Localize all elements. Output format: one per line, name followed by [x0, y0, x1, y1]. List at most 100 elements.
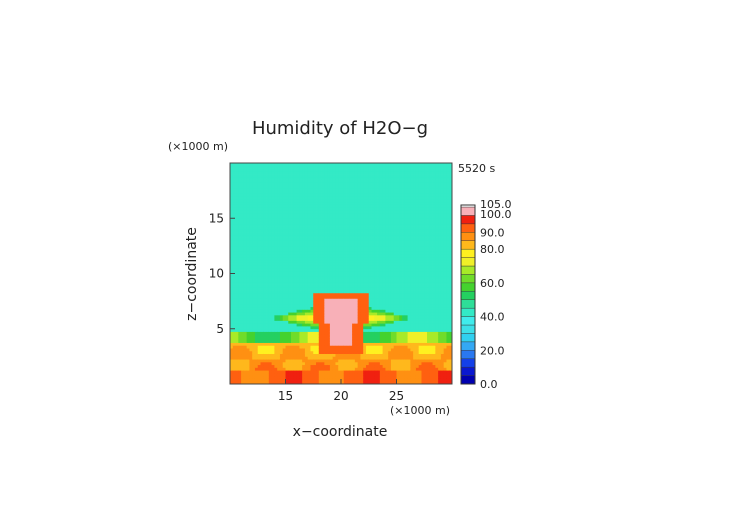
heatmap-cell: [241, 331, 245, 335]
heatmap-cell: [329, 174, 334, 178]
heatmap-cell: [296, 279, 300, 283]
heatmap-cell: [329, 182, 334, 186]
heatmap-cell: [402, 314, 406, 319]
heatmap-cell: [335, 306, 339, 310]
heatmap-cell: [277, 259, 281, 263]
heatmap-cell: [327, 306, 331, 310]
heatmap-cell: [352, 185, 356, 189]
heatmap-cell: [393, 328, 397, 332]
heatmap-cell: [360, 303, 364, 308]
heatmap-cell: [282, 215, 286, 219]
heatmap-cell: [374, 223, 378, 227]
heatmap-cell: [299, 298, 303, 302]
heatmap-cell: [252, 218, 256, 222]
heatmap-cell: [399, 367, 403, 371]
heatmap-cell: [274, 323, 278, 327]
heatmap-cell: [260, 209, 264, 214]
heatmap-cell: [288, 281, 292, 285]
heatmap-cell: [321, 303, 325, 308]
heatmap-cell: [313, 309, 317, 313]
heatmap-cell: [365, 171, 370, 175]
heatmap-cell: [268, 267, 273, 272]
heatmap-cell: [363, 171, 367, 175]
heatmap-cell: [402, 337, 406, 341]
heatmap-cell: [232, 215, 236, 219]
heatmap-cell: [274, 273, 278, 277]
heatmap-cell: [279, 290, 284, 294]
heatmap-cell: [346, 209, 350, 214]
heatmap-cell: [354, 234, 359, 238]
heatmap-cell: [313, 215, 317, 219]
heatmap-cell: [249, 204, 253, 208]
heatmap-cell: [232, 182, 236, 186]
heatmap-cell: [279, 207, 284, 211]
heatmap-cell: [341, 212, 345, 216]
heatmap-cell: [324, 201, 328, 205]
heatmap-cell: [393, 295, 397, 299]
heatmap-cell: [282, 245, 286, 250]
heatmap-cell: [235, 292, 239, 296]
heatmap-cell: [274, 251, 278, 255]
heatmap-cell: [296, 168, 300, 172]
heatmap-cell: [243, 163, 248, 167]
heatmap-cell: [235, 190, 239, 194]
heatmap-cell: [230, 215, 234, 219]
heatmap-cell: [241, 237, 245, 241]
heatmap-cell: [379, 337, 384, 341]
heatmap-cell: [338, 320, 342, 324]
heatmap-cell: [299, 303, 303, 308]
heatmap-cell: [285, 367, 289, 371]
heatmap-cell: [316, 240, 320, 244]
heatmap-cell: [402, 367, 406, 371]
heatmap-cell: [307, 309, 311, 313]
heatmap-cell: [382, 226, 386, 230]
heatmap-cell: [266, 265, 270, 269]
heatmap-cell: [360, 234, 364, 238]
heatmap-cell: [246, 298, 250, 302]
heatmap-cell: [365, 226, 370, 230]
heatmap-cell: [368, 218, 372, 222]
heatmap-cell: [288, 337, 292, 341]
heatmap-cell: [235, 256, 239, 261]
heatmap-cell: [332, 279, 336, 283]
heatmap-cell: [360, 223, 364, 227]
heatmap-cell: [379, 359, 384, 363]
heatmap-cell: [377, 290, 381, 294]
heatmap-cell: [327, 185, 331, 189]
heatmap-cell: [235, 298, 239, 302]
heatmap-cell: [260, 312, 264, 316]
heatmap-cell: [252, 262, 256, 266]
heatmap-cell: [271, 251, 275, 255]
heatmap-cell: [335, 290, 339, 294]
heatmap-cell: [382, 262, 386, 266]
heatmap-cell: [346, 359, 350, 363]
heatmap-cell: [307, 287, 311, 291]
heatmap-cell: [310, 372, 314, 377]
heatmap-cell: [282, 179, 286, 183]
heatmap-cell: [288, 209, 292, 214]
heatmap-cell: [329, 301, 334, 305]
heatmap-cell: [341, 350, 345, 355]
heatmap-cell: [291, 221, 295, 225]
heatmap-cell: [382, 331, 386, 335]
heatmap-cell: [377, 254, 381, 258]
heatmap-cell: [288, 276, 292, 280]
heatmap-cell: [235, 284, 239, 288]
heatmap-cell: [279, 337, 284, 341]
heatmap-cell: [343, 265, 347, 269]
heatmap-cell: [279, 190, 284, 194]
heatmap-cell: [346, 218, 350, 222]
heatmap-cell: [302, 314, 306, 319]
heatmap-cell: [243, 240, 248, 244]
heatmap-cell: [365, 331, 370, 335]
heatmap-cell: [327, 248, 331, 252]
heatmap-cell: [279, 171, 284, 175]
heatmap-cell: [354, 215, 359, 219]
heatmap-cell: [343, 328, 347, 332]
heatmap-cell: [230, 292, 234, 296]
heatmap-cell: [396, 303, 400, 308]
heatmap-cell: [307, 262, 311, 266]
heatmap-cell: [238, 254, 242, 258]
heatmap-cell: [346, 353, 350, 357]
heatmap-cell: [232, 209, 236, 214]
